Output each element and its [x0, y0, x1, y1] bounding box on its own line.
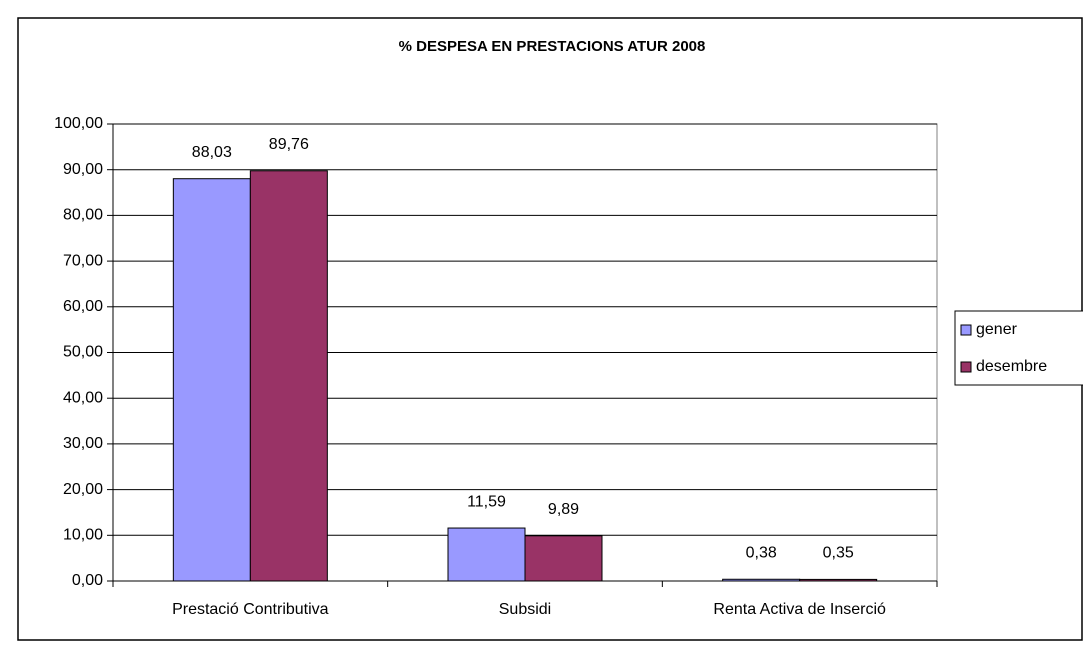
y-tick-label: 20,00	[63, 481, 103, 498]
legend	[954, 310, 1083, 386]
value-label: 88,03	[192, 144, 232, 161]
y-tick-label: 10,00	[63, 527, 103, 544]
y-tick-label: 0,00	[72, 572, 103, 589]
y-tick-label: 40,00	[63, 389, 103, 406]
x-tick-label: Subsidi	[499, 601, 551, 618]
bar	[524, 535, 603, 582]
legend-label: gener	[976, 321, 1018, 338]
legend-swatch	[960, 361, 972, 373]
bar	[447, 527, 526, 582]
value-label: 0,35	[823, 545, 854, 562]
value-label: 9,89	[548, 501, 579, 518]
y-tick-label: 100,00	[54, 115, 103, 132]
bar	[172, 178, 251, 582]
value-label: 11,59	[467, 493, 506, 510]
y-tick-label: 90,00	[63, 161, 103, 178]
value-label: 89,76	[269, 136, 309, 153]
y-tick-label: 70,00	[63, 252, 103, 269]
x-tick-label: Prestació Contributiva	[172, 601, 329, 618]
y-tick-label: 30,00	[63, 435, 103, 452]
value-label: 0,38	[746, 544, 777, 561]
legend-swatch	[960, 324, 972, 336]
bar	[249, 170, 328, 582]
x-tick-label: Renta Activa de Inserció	[713, 601, 886, 618]
bar	[799, 578, 878, 582]
y-tick-label: 80,00	[63, 207, 103, 224]
chart-title: % DESPESA EN PRESTACIONS ATUR 2008	[399, 38, 706, 55]
bar	[722, 578, 801, 582]
y-tick-label: 60,00	[63, 298, 103, 315]
legend-label: desembre	[976, 358, 1047, 375]
y-tick-label: 50,00	[63, 344, 103, 361]
